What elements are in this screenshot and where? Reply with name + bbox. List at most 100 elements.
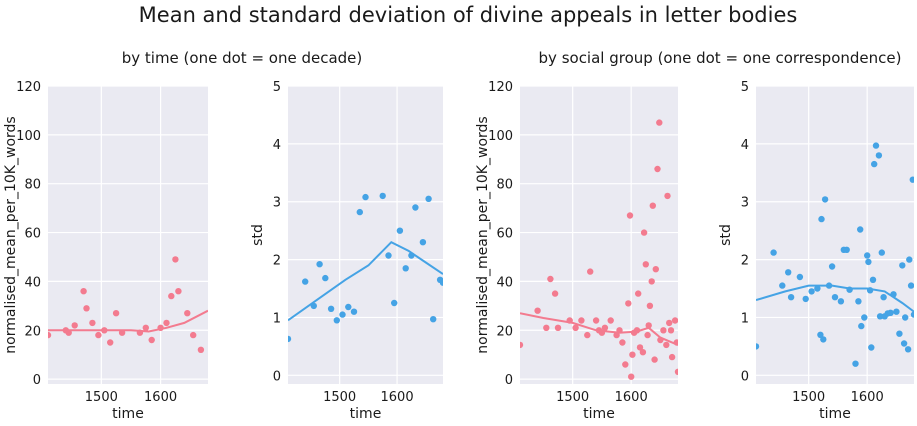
data-point: [909, 176, 914, 183]
figure-title: Mean and standard deviation of divine ap…: [139, 3, 798, 27]
y-tick-label: 20: [24, 324, 41, 339]
data-point: [578, 317, 585, 324]
y-tick-label: 5: [741, 80, 749, 95]
data-point: [852, 360, 859, 367]
data-point: [136, 329, 144, 336]
data-point: [671, 317, 678, 324]
x-tick-label: 1500: [85, 390, 118, 405]
data-point: [875, 152, 883, 159]
data-point: [197, 346, 205, 353]
data-point: [598, 329, 606, 336]
x-tick-label: 1500: [792, 390, 825, 405]
data-point: [902, 314, 909, 321]
y-tick-label: 100: [488, 129, 513, 144]
data-point: [785, 269, 792, 276]
data-point: [646, 302, 654, 309]
data-point: [619, 339, 626, 346]
data-point: [543, 324, 550, 331]
data-point: [402, 265, 409, 272]
y-axis-label: std: [718, 224, 734, 246]
data-point: [652, 266, 659, 273]
data-point: [907, 282, 914, 289]
data-point: [896, 330, 903, 337]
data-point: [649, 202, 656, 209]
data-point: [48, 331, 52, 339]
data-point: [439, 279, 443, 286]
data-point: [796, 273, 804, 281]
data-point: [379, 192, 386, 200]
data-point: [666, 319, 673, 327]
data-point: [864, 252, 871, 259]
data-point: [635, 290, 642, 297]
y-tick-label: 1: [273, 311, 281, 326]
data-point: [868, 344, 875, 351]
data-point: [770, 249, 777, 256]
data-point: [101, 327, 108, 334]
y-tick-label: 0: [505, 373, 513, 388]
data-point: [112, 310, 120, 317]
data-point: [904, 346, 912, 353]
data-point: [657, 336, 664, 344]
data-point: [802, 295, 809, 303]
x-tick-label: 1600: [615, 390, 648, 405]
data-point: [808, 288, 815, 295]
data-point: [821, 196, 829, 203]
data-point: [316, 261, 323, 268]
data-point: [668, 353, 676, 361]
data-point: [566, 317, 573, 324]
y-tick-label: 120: [16, 80, 41, 95]
data-point: [430, 316, 437, 323]
data-point: [880, 294, 887, 301]
data-point: [900, 340, 908, 347]
data-point: [893, 308, 900, 315]
data-point: [163, 319, 170, 327]
data-point: [890, 291, 897, 298]
data-point: [861, 314, 868, 321]
data-point: [547, 275, 554, 283]
data-point: [779, 282, 786, 289]
y-tick-label: 0: [741, 369, 749, 384]
plot-area: [48, 86, 208, 384]
x-axis-label: time: [112, 406, 144, 422]
data-point: [673, 339, 678, 346]
data-point: [175, 288, 182, 295]
data-point: [865, 258, 872, 266]
data-point: [587, 268, 594, 275]
data-point: [818, 215, 825, 223]
data-point: [118, 329, 126, 336]
data-point: [190, 331, 197, 339]
data-point: [656, 119, 663, 126]
data-point: [80, 288, 87, 295]
subtitle-by-time: by time (one dot = one decade): [122, 49, 363, 67]
data-point: [636, 344, 644, 351]
data-point: [640, 229, 648, 236]
data-point: [825, 282, 833, 289]
data-point: [622, 361, 629, 368]
y-tick-label: 2: [741, 254, 749, 269]
data-point: [425, 195, 432, 202]
data-point: [310, 302, 317, 310]
data-point: [837, 298, 845, 305]
data-point: [83, 305, 90, 312]
y-axis-label: std: [250, 224, 266, 246]
data-point: [858, 322, 865, 330]
y-tick-label: 60: [24, 227, 41, 242]
data-point: [644, 331, 651, 339]
y-tick-label: 80: [24, 178, 41, 193]
data-point: [148, 336, 155, 344]
data-point: [667, 327, 675, 334]
data-point: [872, 142, 880, 149]
data-point: [876, 313, 884, 320]
data-point: [616, 327, 623, 334]
data-point: [629, 351, 636, 358]
data-point: [322, 274, 329, 282]
data-point: [345, 303, 352, 311]
y-tick-label: 4: [273, 138, 281, 153]
y-tick-label: 60: [496, 227, 513, 242]
data-point: [639, 349, 647, 356]
data-point: [288, 335, 292, 343]
data-point: [362, 193, 369, 201]
